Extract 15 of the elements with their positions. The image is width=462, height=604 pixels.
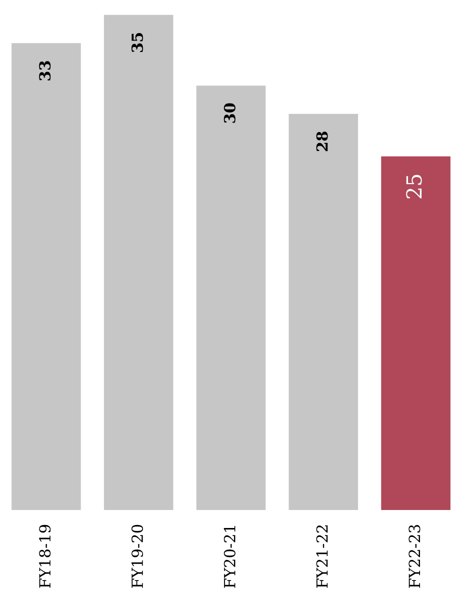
data-label: 30 (224, 103, 236, 123)
data-label: 28 (316, 132, 328, 152)
bar (12, 43, 81, 510)
x-tick-label: FY22-23 (408, 525, 420, 588)
bar (104, 14, 174, 510)
x-tick-label: FY21-22 (316, 525, 328, 588)
x-tick-label: FY20-21 (224, 526, 236, 588)
data-label: 35 (131, 32, 144, 52)
bar (288, 114, 358, 510)
x-tick-label: FY19-20 (131, 524, 144, 588)
data-label: 33 (39, 61, 51, 80)
bar (381, 156, 450, 510)
bar (196, 86, 266, 510)
x-tick-label: FY18-19 (39, 524, 51, 588)
data-label: 25 (406, 174, 422, 198)
